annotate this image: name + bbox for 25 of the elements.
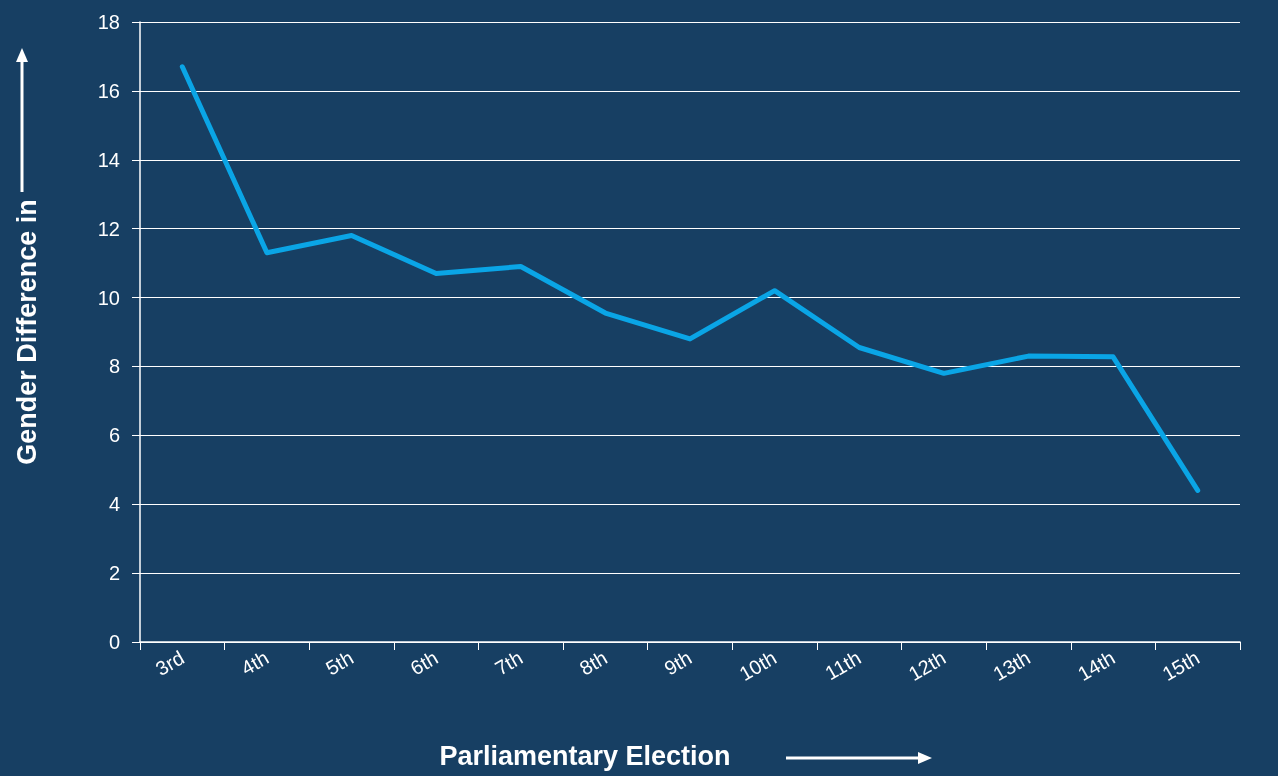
y-tick-label: 0 — [108, 631, 120, 653]
y-tick-label: 18 — [97, 11, 120, 33]
x-tick-label: 3rd — [151, 646, 188, 680]
x-tick-label: 6th — [406, 646, 442, 680]
x-tick-label: 14th — [1073, 646, 1119, 685]
x-tick-label: 7th — [491, 646, 527, 680]
y-axis-title: Gender Difference in — [11, 199, 42, 465]
x-tick-label: 13th — [989, 646, 1034, 685]
y-tick-label: 14 — [97, 148, 120, 171]
y-tick-label: 10 — [97, 286, 120, 309]
x-tick-label: 4th — [237, 646, 273, 680]
x-tick-label: 8th — [575, 646, 611, 680]
y-tick-label: 16 — [97, 79, 120, 102]
x-tick-label: 5th — [321, 646, 358, 680]
x-tick-label: 12th — [904, 646, 950, 685]
y-tick-label: 2 — [108, 562, 120, 585]
x-tick-label: 11th — [821, 646, 865, 685]
x-tick-label: 15th — [1158, 646, 1204, 685]
y-tick-label: 8 — [108, 355, 120, 378]
y-tick-label: 4 — [108, 493, 120, 516]
x-tick-label: 9th — [660, 646, 696, 680]
y-tick-label: 6 — [108, 424, 120, 447]
x-axis-title: Parliamentary Election — [439, 740, 731, 771]
x-tick-label: 10th — [735, 646, 781, 685]
y-tick-label: 12 — [97, 217, 120, 240]
